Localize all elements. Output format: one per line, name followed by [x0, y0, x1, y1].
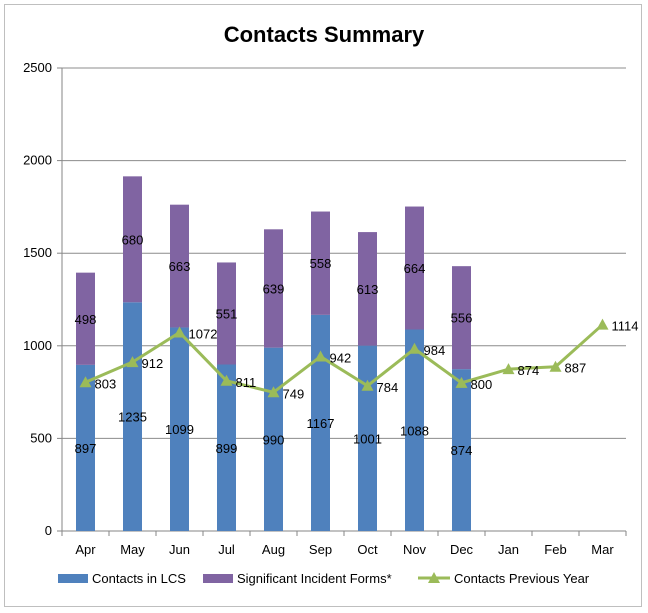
gridlines — [62, 67, 626, 532]
bar-significant-incident-forms — [311, 211, 330, 315]
marker-contacts-previous-year — [502, 363, 515, 375]
bar-contacts-in-lcs — [217, 364, 236, 531]
data-label-contacts-in-lcs: 899 — [216, 441, 238, 456]
x-tick-label: Nov — [403, 542, 427, 557]
bar-significant-incident-forms — [405, 206, 424, 330]
bar-contacts-in-lcs — [170, 327, 189, 531]
y-tick-label: 500 — [30, 430, 52, 445]
data-label-significant-incident-forms: 639 — [263, 281, 285, 296]
x-tick-label: May — [120, 542, 145, 557]
legend-label-contacts-in-lcs: Contacts in LCS — [92, 571, 186, 586]
data-label-contacts-in-lcs: 1099 — [165, 422, 194, 437]
bar-significant-incident-forms — [358, 232, 377, 346]
x-tick-label: Apr — [75, 542, 96, 557]
data-label-contacts-in-lcs: 1167 — [307, 416, 335, 431]
y-tick-label: 0 — [45, 523, 52, 538]
x-tick-label: Sep — [309, 542, 332, 557]
x-tick-label: Jul — [218, 542, 235, 557]
bar-significant-incident-forms — [452, 266, 471, 370]
data-label-contacts-previous-year: 912 — [142, 356, 164, 371]
bar-contacts-in-lcs — [264, 347, 283, 531]
data-label-significant-incident-forms: 556 — [451, 311, 473, 326]
chart-title: Contacts Summary — [224, 22, 425, 47]
data-label-contacts-previous-year: 803 — [95, 376, 117, 391]
data-label-contacts-in-lcs: 897 — [75, 441, 97, 456]
data-label-significant-incident-forms: 558 — [310, 256, 332, 271]
marker-contacts-previous-year — [173, 326, 186, 338]
marker-contacts-previous-year — [220, 374, 233, 386]
data-label-contacts-in-lcs: 990 — [263, 432, 285, 447]
x-tick-label: Jun — [169, 542, 190, 557]
data-label-contacts-previous-year: 984 — [424, 343, 446, 358]
bars-group — [76, 176, 471, 531]
data-label-significant-incident-forms: 613 — [357, 282, 379, 297]
data-label-contacts-previous-year: 811 — [236, 375, 257, 390]
data-label-contacts-previous-year: 784 — [377, 380, 399, 395]
x-tick-label: Mar — [591, 542, 614, 557]
legend-swatch-contacts-in-lcs — [58, 574, 88, 583]
bar-contacts-in-lcs — [311, 314, 330, 531]
marker-contacts-previous-year — [126, 356, 139, 368]
bar-significant-incident-forms — [123, 176, 142, 303]
marker-contacts-previous-year — [361, 379, 374, 391]
marker-contacts-previous-year — [79, 376, 92, 388]
marker-contacts-previous-year — [596, 318, 609, 330]
bar-significant-incident-forms — [217, 262, 236, 365]
marker-contacts-previous-year — [408, 342, 421, 354]
x-tick-label: Jan — [498, 542, 519, 557]
bar-contacts-in-lcs — [405, 329, 424, 531]
marker-contacts-previous-year — [314, 350, 327, 362]
y-tick-label: 2000 — [23, 153, 52, 168]
data-label-contacts-previous-year: 887 — [565, 361, 587, 376]
data-label-significant-incident-forms: 498 — [75, 312, 97, 327]
legend-marker-contacts-previous-year — [428, 572, 440, 583]
bar-contacts-in-lcs — [76, 364, 95, 531]
data-label-significant-incident-forms: 663 — [169, 259, 191, 274]
marker-contacts-previous-year — [549, 360, 562, 372]
data-label-contacts-previous-year: 942 — [330, 351, 352, 366]
marker-contacts-previous-year — [455, 376, 468, 388]
data-label-contacts-previous-year: 800 — [471, 377, 493, 392]
data-label-contacts-in-lcs: 1088 — [400, 423, 429, 438]
marker-contacts-previous-year — [267, 386, 280, 398]
bar-significant-incident-forms — [76, 272, 95, 365]
data-label-contacts-in-lcs: 1001 — [353, 431, 382, 446]
y-tick-label: 1000 — [23, 338, 52, 353]
bar-contacts-in-lcs — [452, 369, 471, 531]
legend-label-contacts-previous-year: Contacts Previous Year — [454, 571, 590, 586]
x-tick-label: Feb — [544, 542, 566, 557]
data-label-significant-incident-forms: 664 — [404, 261, 426, 276]
bar-significant-incident-forms — [264, 229, 283, 348]
legend-label-significant-incident-forms: Significant Incident Forms* — [237, 571, 392, 586]
y-axis: 0 500 1000 1500 2000 2500 — [23, 60, 63, 538]
data-label-contacts-in-lcs: 874 — [451, 443, 473, 458]
x-axis: Apr May Jun Jul Aug Sep Oct Nov Dec Jan Feb Mar — [61, 531, 627, 557]
x-tick-label: Oct — [357, 542, 378, 557]
data-label-significant-incident-forms: 680 — [122, 232, 144, 247]
legend-swatch-significant-incident-forms — [203, 574, 233, 583]
data-label-contacts-previous-year: 1072 — [189, 326, 218, 341]
x-tick-label: Dec — [450, 542, 474, 557]
y-tick-label: 2500 — [23, 60, 52, 75]
data-label-contacts-previous-year: 749 — [283, 386, 305, 401]
legend: Contacts in LCS Significant Incident Form… — [58, 571, 590, 586]
data-label-contacts-in-lcs: 1235 — [118, 410, 147, 425]
bar-significant-incident-forms — [170, 204, 189, 328]
data-label-significant-incident-forms: 551 — [216, 306, 238, 321]
data-labels-group: 897 498 1235 680 1099 663 899 551 990 639 1167 558 1… — [75, 232, 639, 458]
x-tick-label: Aug — [262, 542, 285, 557]
bar-contacts-in-lcs — [358, 345, 377, 531]
line-contacts-previous-year — [84, 323, 604, 394]
data-label-contacts-previous-year: 874 — [518, 363, 540, 378]
line-series-group — [79, 318, 609, 398]
y-tick-label: 1500 — [23, 245, 52, 260]
data-label-contacts-previous-year: 1114 — [612, 319, 639, 334]
